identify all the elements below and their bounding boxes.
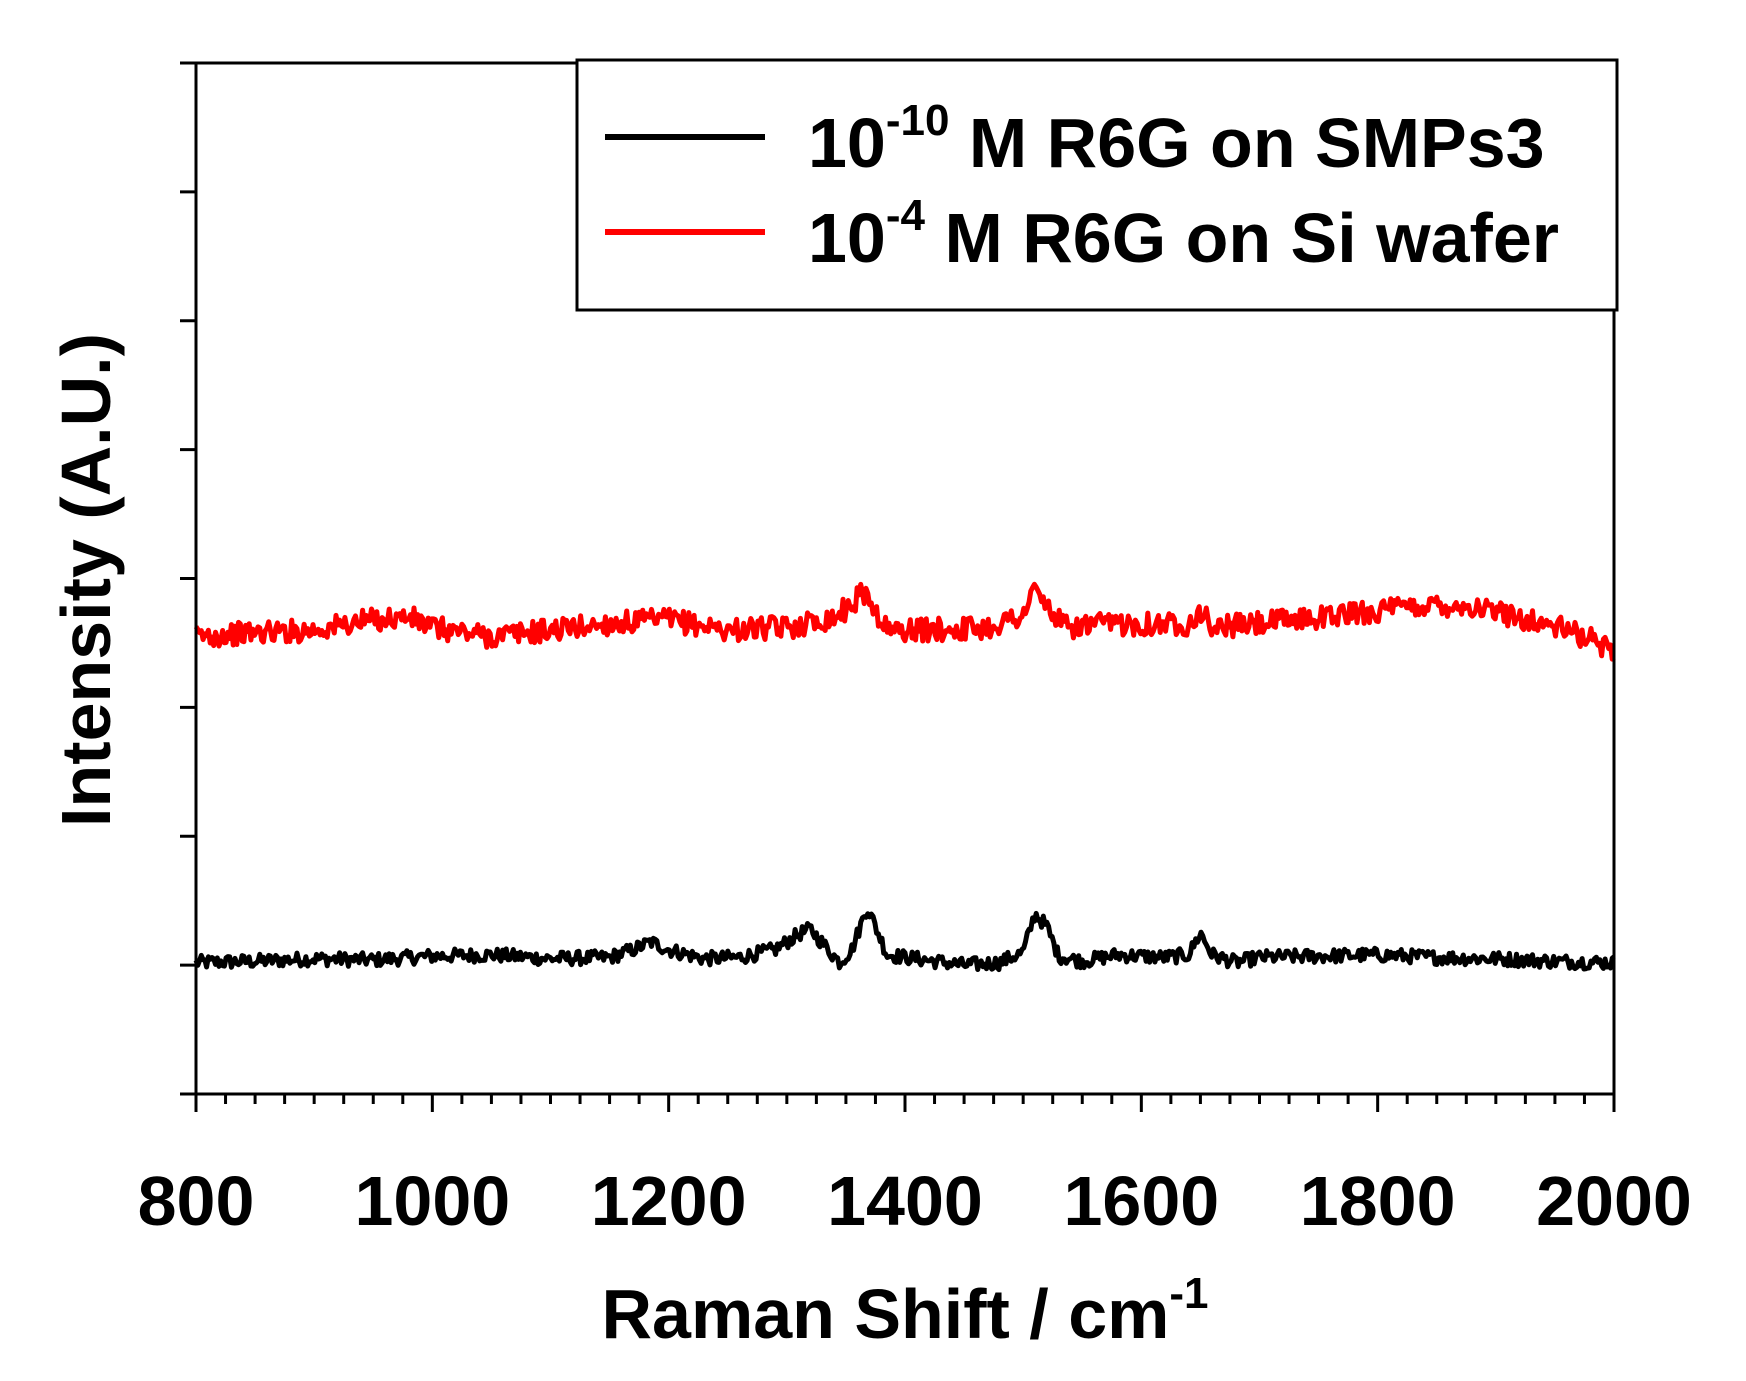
x-tick-label: 1400 (827, 1162, 983, 1240)
x-tick-label: 1800 (1300, 1162, 1456, 1240)
x-axis-label: Raman Shift / cm-1 (601, 1269, 1208, 1353)
chart-plot (180, 61, 1616, 1112)
legend-label-si-wafer: 10-4 M R6G on Si wafer (808, 191, 1559, 277)
y-axis-ticks (180, 61, 196, 1096)
legend: 10-10 M R6G on SMPs3 10-4 M R6G on Si wa… (575, 58, 1619, 312)
x-axis-label-superscript: -1 (1169, 1269, 1208, 1318)
x-axis-ticks (194, 1094, 1616, 1112)
series-layer (193, 581, 1616, 973)
legend-label-smps3: 10-10 M R6G on SMPs3 (808, 96, 1545, 182)
x-tick-label: 1200 (591, 1162, 747, 1240)
series-line-smps3 (193, 910, 1616, 973)
x-tick-label: 800 (138, 1162, 255, 1240)
x-tick-label: 1600 (1063, 1162, 1219, 1240)
x-tick-label: 1000 (354, 1162, 510, 1240)
legend-box (575, 58, 1619, 312)
y-axis-label: Intensity (A.U.) (47, 333, 125, 827)
x-axis-label-text: Raman Shift / cm (601, 1275, 1169, 1353)
series-line-si-wafer (193, 581, 1616, 662)
x-tick-labels: 800 1000 1200 1400 1600 1800 2000 (138, 1162, 1692, 1240)
x-tick-label: 2000 (1536, 1162, 1692, 1240)
